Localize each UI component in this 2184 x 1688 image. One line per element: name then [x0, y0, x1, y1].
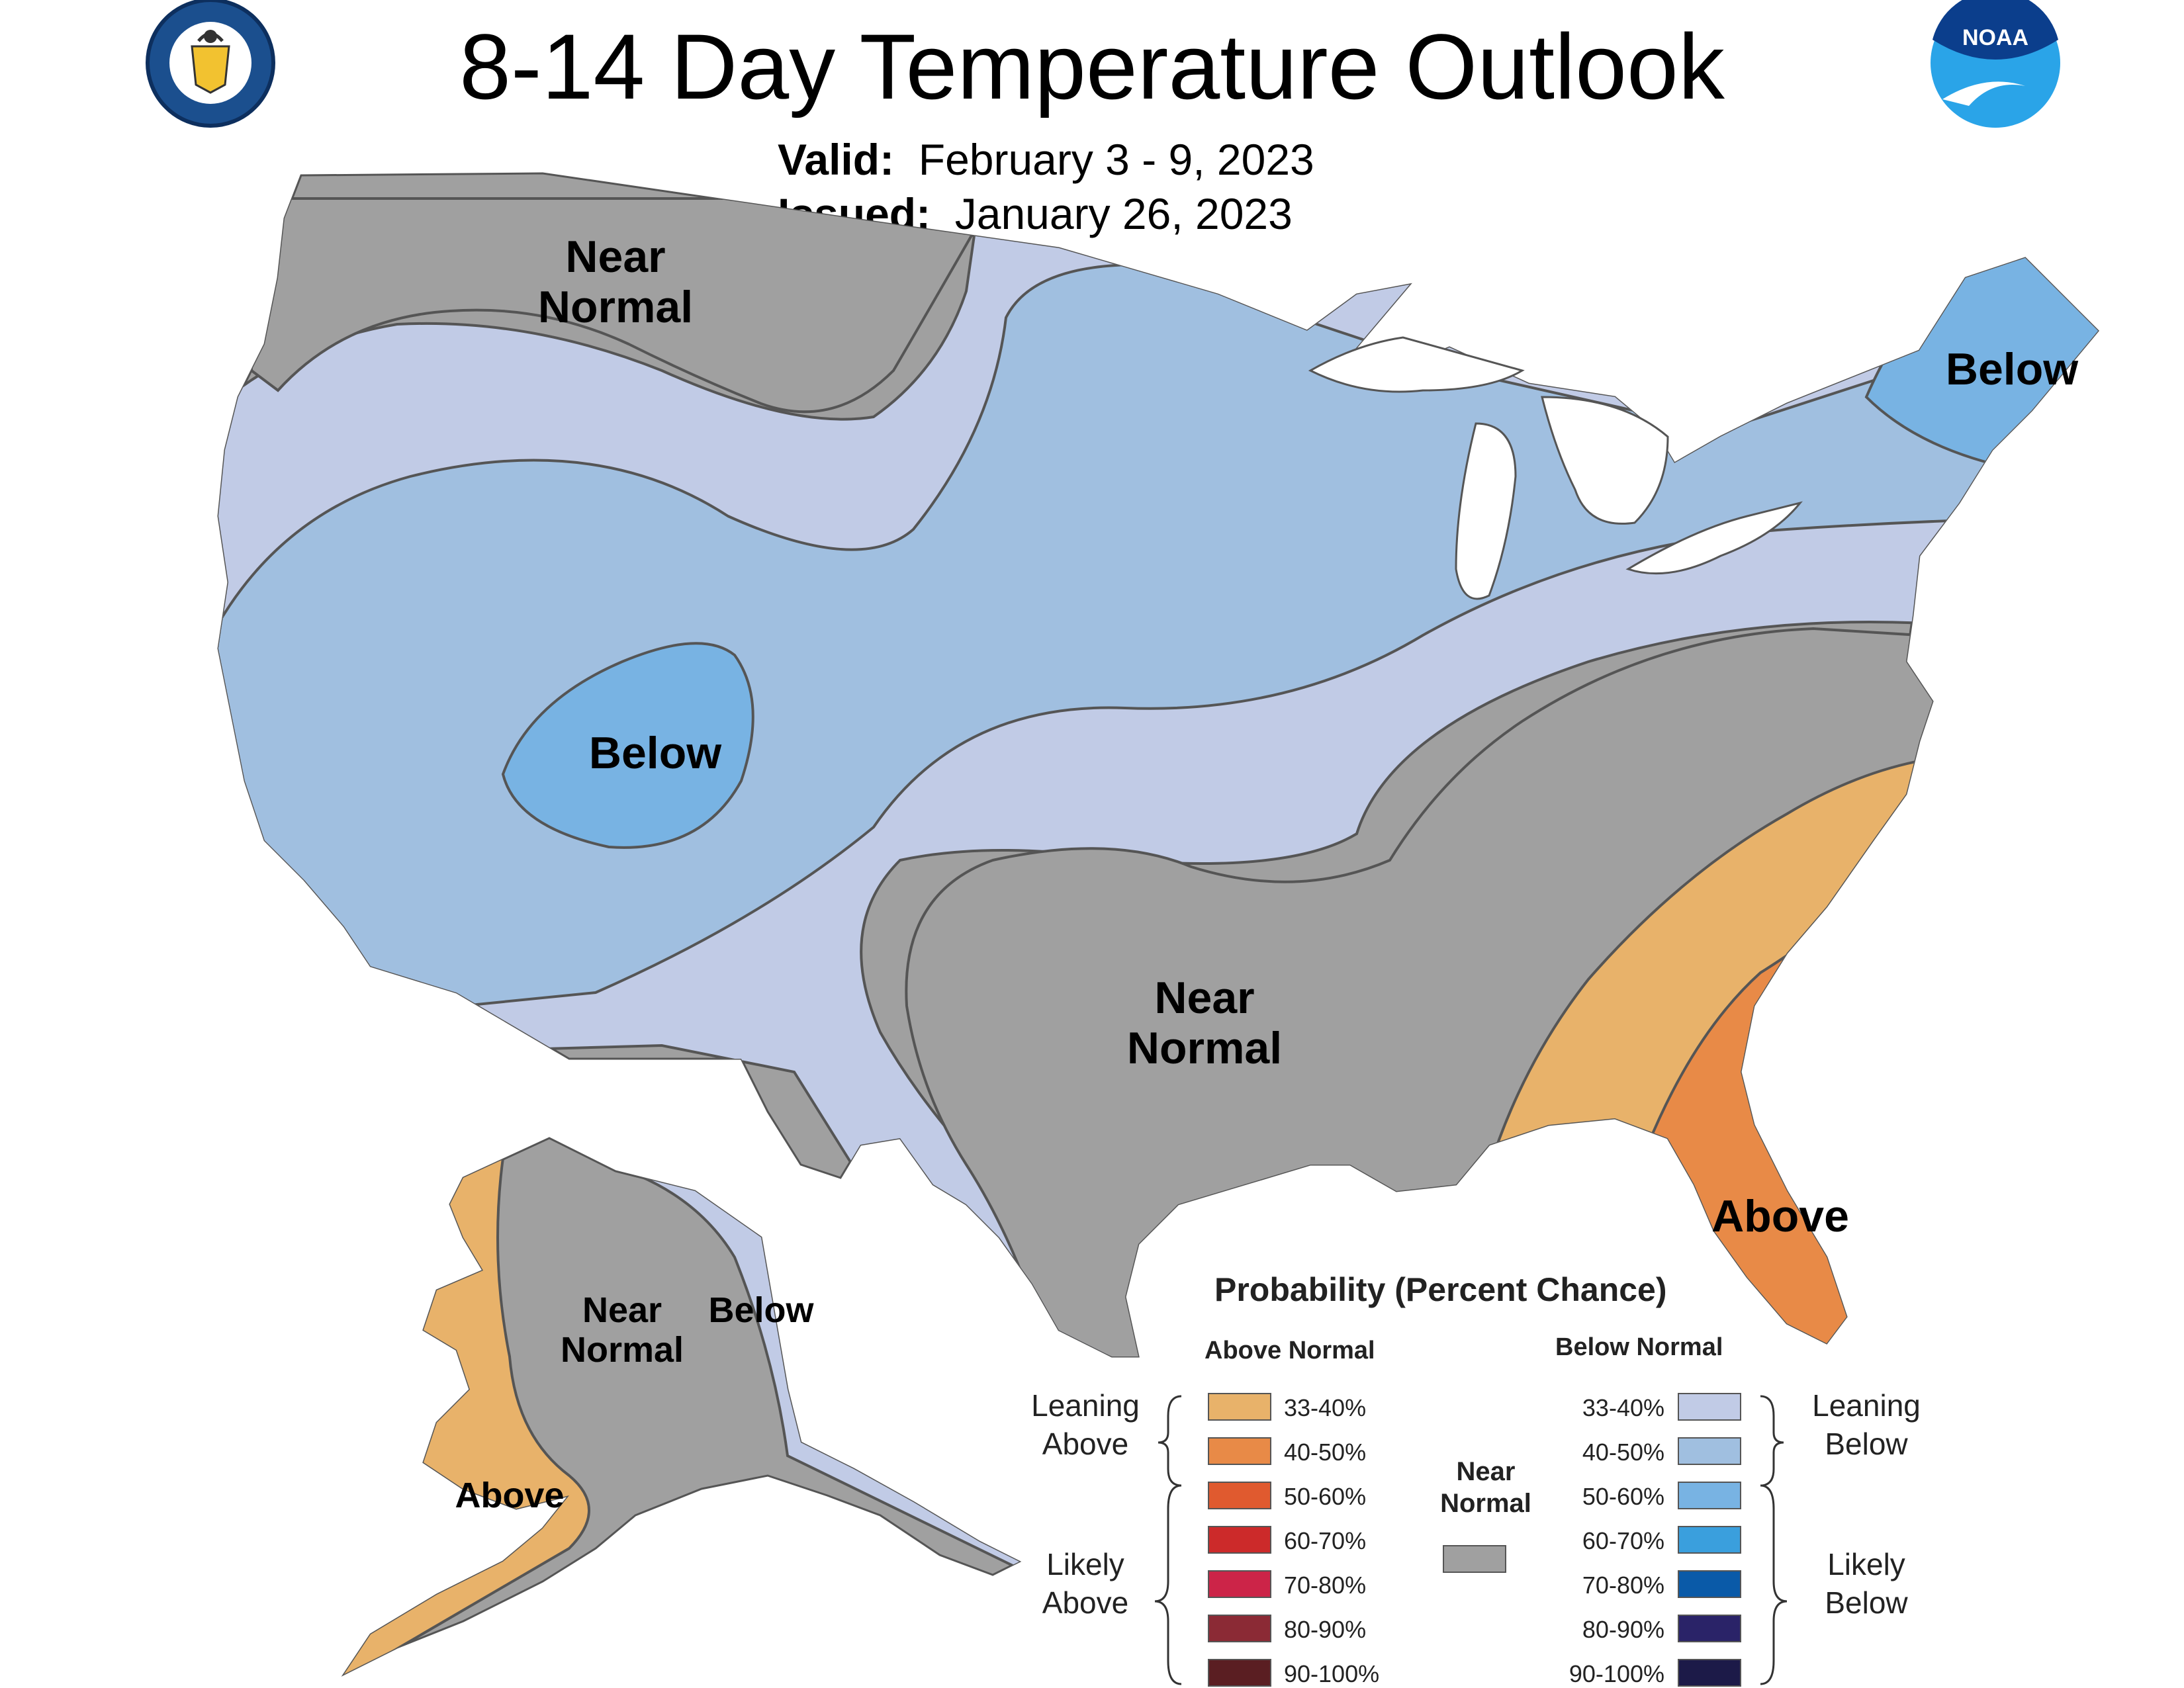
legend-near-swatch [1443, 1545, 1506, 1573]
legend-swatch-below-0 [1678, 1393, 1741, 1421]
legend-range-below-3: 60-70% [1582, 1527, 1664, 1554]
zone-below-50-60-southwest [501, 642, 754, 849]
legend-swatch-above-3 [1208, 1526, 1271, 1554]
legend-swatch-below-2 [1678, 1482, 1741, 1509]
label-above-southeast: Above [1711, 1191, 1849, 1241]
legend-swatch-below-5 [1678, 1615, 1741, 1642]
valid-line: Valid: February 3 - 9, 2023 [778, 132, 1314, 187]
alaska [341, 1137, 1022, 1677]
map-title: 8-14 Day Temperature Outlook [459, 15, 1725, 118]
legend-range-above-1: 40-50% [1284, 1439, 1367, 1466]
svg-text:NOAA: NOAA [1962, 25, 2028, 50]
legend-range-below-4: 70-80% [1582, 1572, 1664, 1599]
legend-swatch-below-3 [1678, 1526, 1741, 1554]
valid-label: Valid: [778, 135, 895, 184]
legend-swatch-above-5 [1208, 1615, 1271, 1642]
label-alaska-below: Below [708, 1290, 814, 1330]
lake-huron [1541, 396, 1669, 525]
legend-swatch-above-6 [1208, 1659, 1271, 1687]
legend-near-header: Near Normal [1440, 1457, 1531, 1518]
label-alaska-above: Above [455, 1476, 565, 1515]
commerce-seal-icon [146, 0, 275, 128]
legend-range-above-6: 90-100% [1284, 1660, 1380, 1687]
label-alaska-near-normal: Near Normal [560, 1290, 684, 1370]
lake-erie-ontario [1625, 501, 1803, 575]
legend-range-above-2: 50-60% [1284, 1483, 1367, 1510]
legend-title: Probability (Percent Chance) [1214, 1271, 1667, 1308]
legend-leaning-above: Leaning Above [1031, 1388, 1140, 1461]
noaa-logo-icon: NOAA [1931, 0, 2060, 128]
zone-near-normal-north [250, 197, 995, 414]
legend-range-below-5: 80-90% [1582, 1616, 1664, 1643]
legend-below-header: Below Normal [1555, 1333, 1723, 1361]
label-near-normal-south: Near Normal [1126, 973, 1283, 1074]
legend-swatch-above-0 [1208, 1393, 1271, 1421]
legend-range-above-4: 70-80% [1284, 1572, 1367, 1599]
legend-range-above-3: 60-70% [1284, 1527, 1367, 1554]
legend-range-above-0: 33-40% [1284, 1394, 1367, 1421]
legend-range-below-1: 40-50% [1582, 1439, 1664, 1466]
legend-likely-below: Likely Below [1825, 1547, 1908, 1620]
legend-swatch-above-4 [1208, 1570, 1271, 1598]
legend-above-header: Above Normal [1205, 1337, 1375, 1364]
legend-range-below-2: 50-60% [1582, 1483, 1664, 1510]
legend-range-below-6: 90-100% [1569, 1660, 1664, 1687]
label-below-southwest: Below [588, 728, 722, 778]
legend-range-above-5: 80-90% [1284, 1616, 1367, 1643]
legend-swatch-below-1 [1678, 1437, 1741, 1465]
legend-swatch-above-1 [1208, 1437, 1271, 1465]
lake-superior [1308, 336, 1525, 393]
legend-swatch-above-2 [1208, 1482, 1271, 1509]
valid-value: February 3 - 9, 2023 [918, 135, 1314, 184]
legend-range-below-0: 33-40% [1582, 1394, 1664, 1421]
issued-value: January 26, 2023 [954, 189, 1293, 238]
label-below-northeast: Below [1945, 344, 2079, 394]
lake-michigan [1455, 422, 1517, 600]
legend-likely-above: Likely Above [1042, 1547, 1129, 1620]
valid-issued-block: Valid: February 3 - 9, 2023 Issued: Janu… [778, 132, 1314, 241]
legend-swatch-below-6 [1678, 1659, 1741, 1687]
legend-leaning-below: Leaning Below [1812, 1388, 1921, 1461]
great-lakes [1308, 336, 1803, 600]
label-near-normal-northwest: Near Normal [537, 232, 694, 333]
legend-swatch-below-4 [1678, 1570, 1741, 1598]
